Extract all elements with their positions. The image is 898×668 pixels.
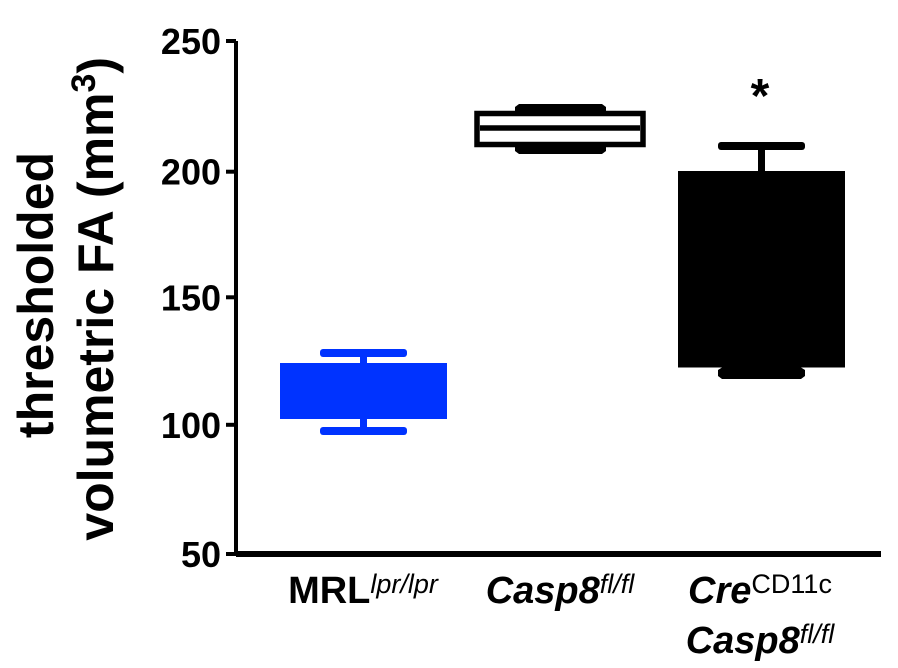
svg-text:50: 50 [181,534,221,575]
svg-text:100: 100 [161,405,221,446]
svg-text:150: 150 [161,277,221,318]
svg-text:250: 250 [161,21,221,62]
svg-text:200: 200 [161,152,221,193]
svg-text:*: * [751,70,770,123]
